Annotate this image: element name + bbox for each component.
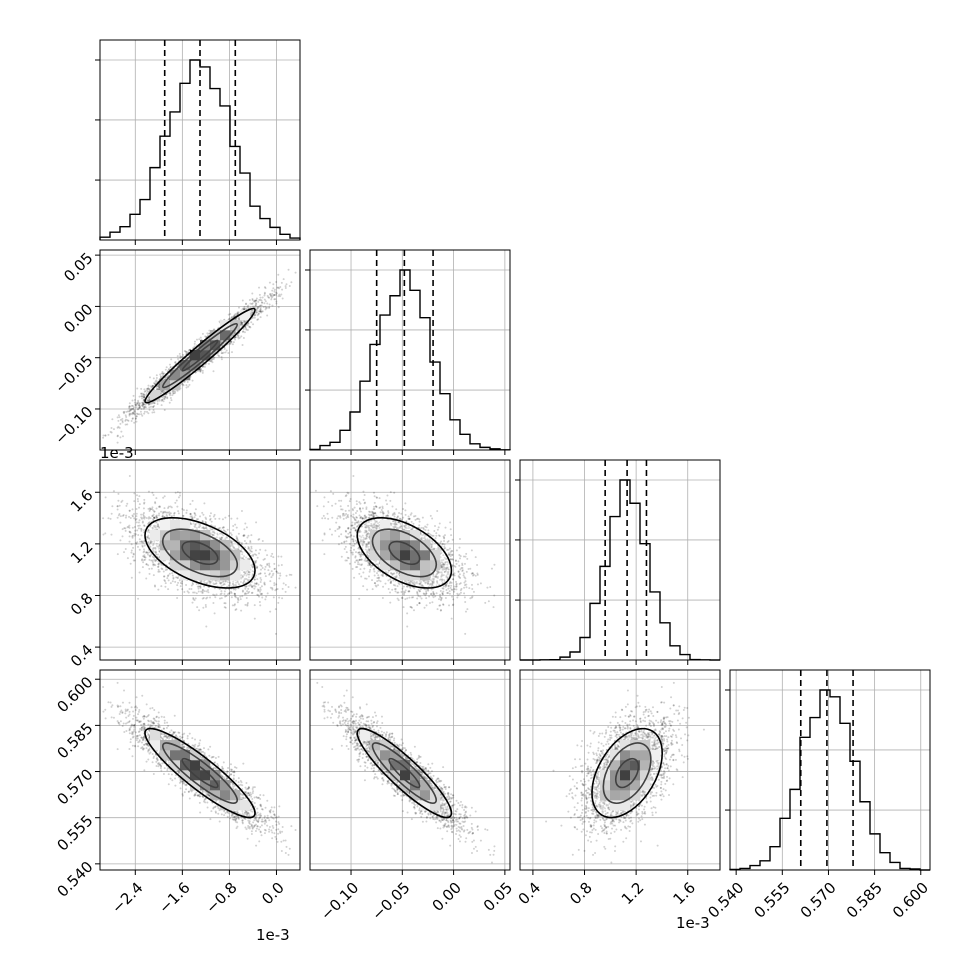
y-tick-label: −0.10 bbox=[51, 403, 96, 448]
histogram-2 bbox=[520, 479, 720, 661]
y-tick-label: 0.555 bbox=[53, 812, 96, 855]
x-tick-label: 0.540 bbox=[704, 879, 747, 922]
panel-2-0 bbox=[102, 475, 297, 635]
density-cells bbox=[370, 520, 441, 581]
y-tick-label: 0.540 bbox=[53, 858, 96, 901]
axes-frame-3-1 bbox=[309, 669, 511, 871]
x-tick-label: −0.05 bbox=[368, 879, 413, 924]
x-tick-label: 0.00 bbox=[429, 879, 465, 915]
axes-frame-3-3 bbox=[729, 669, 931, 871]
y-tick-label: 1.6 bbox=[67, 486, 97, 516]
axes-frame-2-0 bbox=[99, 459, 301, 661]
contour-level-1 bbox=[161, 322, 239, 389]
y-tick-label: 0.570 bbox=[53, 765, 96, 808]
x-offset-label-0: 1e-3 bbox=[256, 926, 290, 944]
axes-frame-1-1 bbox=[309, 249, 511, 451]
contour-level-0 bbox=[181, 757, 219, 789]
panel-2-1 bbox=[314, 475, 496, 635]
axes-frame-2-2 bbox=[519, 459, 721, 661]
panel-3-2 bbox=[545, 670, 705, 864]
contour-level-2 bbox=[356, 517, 453, 589]
y-tick-label: 0.8 bbox=[67, 589, 97, 619]
y-tick-label: 0.600 bbox=[53, 673, 96, 716]
y-tick-label: 0.00 bbox=[60, 300, 96, 336]
y-tick-label: 1.2 bbox=[67, 538, 97, 568]
x-tick-label: 0.4 bbox=[515, 879, 545, 909]
x-tick-label: 0.8 bbox=[566, 879, 596, 909]
axes-frame-0-0 bbox=[99, 39, 301, 241]
histogram-3 bbox=[729, 689, 930, 871]
contour-level-2 bbox=[144, 517, 256, 589]
panel-3-0 bbox=[102, 681, 297, 856]
contour-level-1 bbox=[602, 742, 652, 804]
contour-level-0 bbox=[388, 540, 421, 566]
y-tick-label: 0.585 bbox=[53, 719, 96, 762]
contour-level-2 bbox=[356, 727, 453, 819]
x-tick-label: −1.6 bbox=[155, 879, 193, 917]
y-offset-label-2: 1e-3 bbox=[100, 444, 134, 462]
x-tick-label: 1.6 bbox=[669, 879, 699, 909]
contour-level-2 bbox=[591, 727, 663, 819]
x-tick-label: −0.10 bbox=[317, 879, 362, 924]
contour-level-0 bbox=[614, 757, 640, 789]
x-tick-label: 0.05 bbox=[480, 879, 516, 915]
panel-3-1 bbox=[315, 670, 496, 864]
x-offset-label-2: 1e-3 bbox=[676, 914, 710, 932]
x-tick-label: 0.600 bbox=[889, 879, 932, 922]
x-tick-label: 0.570 bbox=[797, 879, 840, 922]
y-tick-label: 0.05 bbox=[60, 249, 96, 285]
histogram-1 bbox=[309, 269, 511, 451]
x-tick-label: 0.585 bbox=[843, 879, 886, 922]
x-tick-label: 0.555 bbox=[751, 879, 794, 922]
y-tick-label: 0.4 bbox=[67, 641, 97, 671]
x-tick-label: −2.4 bbox=[108, 879, 146, 917]
contour-level-1 bbox=[161, 528, 239, 578]
panel-1-0 bbox=[102, 268, 297, 444]
contour-level-2 bbox=[144, 307, 256, 404]
density-cells bbox=[600, 740, 661, 811]
contour-level-1 bbox=[161, 742, 239, 804]
contour-level-0 bbox=[388, 757, 421, 789]
axes-frame-2-1 bbox=[309, 459, 511, 661]
contour-level-0 bbox=[181, 339, 219, 372]
contour-level-2 bbox=[144, 727, 256, 819]
contour-level-1 bbox=[371, 528, 438, 578]
x-tick-label: 1.2 bbox=[618, 879, 648, 909]
axes-frame-3-0 bbox=[99, 669, 301, 871]
contour-level-1 bbox=[371, 742, 438, 804]
x-tick-label: 0.0 bbox=[258, 879, 288, 909]
y-tick-label: −0.05 bbox=[51, 352, 96, 397]
x-tick-label: −0.8 bbox=[202, 879, 240, 917]
axes-frame-1-0 bbox=[99, 249, 301, 451]
contour-level-0 bbox=[181, 540, 219, 566]
axes-frame-3-2 bbox=[519, 669, 721, 871]
